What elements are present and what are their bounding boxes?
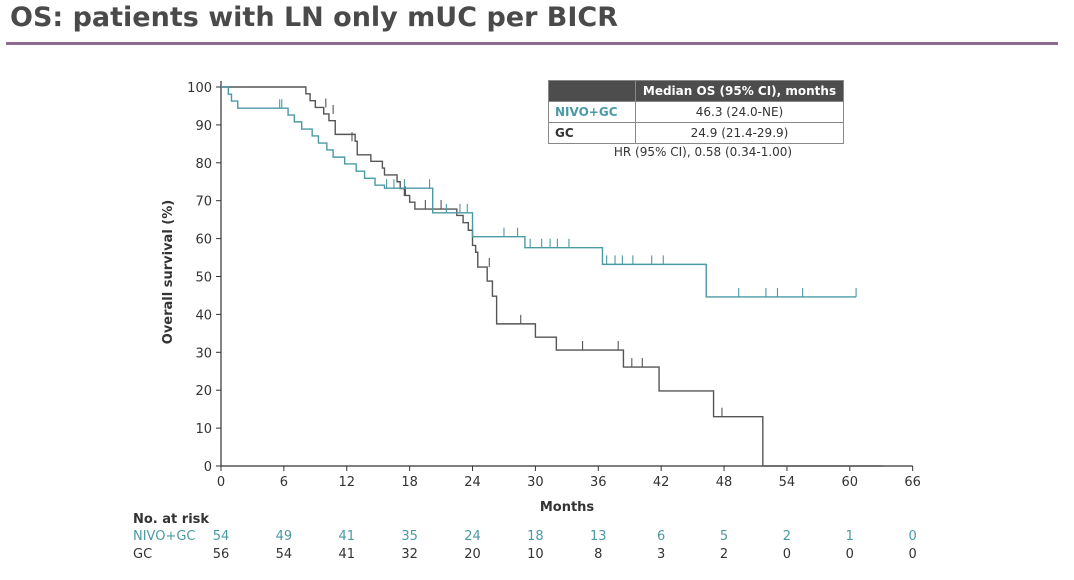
median-arm-gc: GC bbox=[548, 122, 636, 144]
risk-count: 54 bbox=[275, 547, 293, 562]
median-arm-nivo: NIVO+GC bbox=[548, 101, 636, 123]
x-tick-label: 24 bbox=[464, 475, 481, 490]
risk-count: 54 bbox=[212, 529, 230, 544]
risk-count: 2 bbox=[719, 547, 729, 562]
risk-arm-label: GC bbox=[133, 547, 153, 562]
y-tick-label: 10 bbox=[195, 422, 212, 437]
risk-count: 1 bbox=[845, 529, 854, 544]
chart-curves bbox=[221, 86, 884, 467]
risk-count: 18 bbox=[527, 529, 544, 544]
risk-count: 20 bbox=[464, 547, 481, 562]
y-tick-label: 70 bbox=[195, 195, 212, 210]
y-tick-label: 90 bbox=[195, 119, 212, 134]
risk-arm-label: NIVO+GC bbox=[133, 529, 196, 544]
x-tick-label: 54 bbox=[779, 475, 796, 490]
x-tick-label: 12 bbox=[338, 475, 355, 490]
y-axis-title: Overall survival (%) bbox=[161, 200, 176, 344]
risk-count: 0 bbox=[908, 529, 917, 544]
risk-count: 10 bbox=[527, 547, 544, 562]
x-tick-label: 66 bbox=[904, 475, 921, 490]
median-table-header: Median OS (95% CI), months bbox=[635, 80, 844, 102]
title-underline bbox=[6, 42, 1058, 45]
x-tick-label: 48 bbox=[716, 475, 733, 490]
risk-count: 0 bbox=[845, 547, 854, 562]
risk-count: 6 bbox=[657, 529, 666, 544]
y-tick-label: 100 bbox=[187, 81, 212, 96]
risk-count: 49 bbox=[275, 529, 293, 544]
y-tick-label: 20 bbox=[195, 384, 212, 399]
risk-count: 13 bbox=[589, 529, 607, 544]
x-tick-label: 60 bbox=[842, 475, 859, 490]
x-tick-label: 0 bbox=[217, 475, 225, 490]
risk-count: 24 bbox=[464, 529, 481, 544]
page-title: OS: patients with LN only mUC per BICR bbox=[10, 2, 619, 33]
y-tick-label: 60 bbox=[195, 233, 212, 248]
risk-count: 56 bbox=[212, 547, 230, 562]
y-tick-label: 0 bbox=[204, 460, 212, 475]
risk-count: 41 bbox=[338, 547, 356, 562]
risk-table-title: No. at risk bbox=[133, 512, 210, 527]
median-table-row-gc: GC 24.9 (21.4-29.9) bbox=[548, 122, 844, 144]
km-curve-gc bbox=[221, 86, 884, 467]
median-table-corner bbox=[548, 80, 636, 102]
median-os-table: Median OS (95% CI), months NIVO+GC 46.3 … bbox=[548, 80, 844, 144]
risk-count: 35 bbox=[401, 529, 418, 544]
risk-count: 5 bbox=[719, 529, 729, 544]
y-tick-label: 40 bbox=[195, 308, 212, 323]
median-value-gc: 24.9 (21.4-29.9) bbox=[635, 122, 844, 144]
y-tick-label: 30 bbox=[195, 346, 212, 361]
risk-count: 41 bbox=[338, 529, 356, 544]
median-value-nivo: 46.3 (24.0-NE) bbox=[635, 101, 844, 123]
y-tick-label: 50 bbox=[195, 271, 212, 286]
x-tick-label: 42 bbox=[653, 475, 670, 490]
x-tick-label: 30 bbox=[527, 475, 544, 490]
median-table-row-nivo: NIVO+GC 46.3 (24.0-NE) bbox=[548, 101, 844, 123]
risk-count: 8 bbox=[594, 547, 603, 562]
risk-count: 3 bbox=[657, 547, 666, 562]
risk-count: 2 bbox=[782, 529, 792, 544]
risk-count: 32 bbox=[401, 547, 418, 562]
risk-count: 0 bbox=[908, 547, 917, 562]
hazard-ratio-text: HR (95% CI), 0.58 (0.34-1.00) bbox=[613, 145, 793, 159]
y-tick-label: 80 bbox=[195, 157, 212, 172]
x-axis-title: Months bbox=[540, 500, 595, 515]
x-tick-label: 36 bbox=[590, 475, 607, 490]
x-tick-label: 18 bbox=[401, 475, 418, 490]
risk-count: 0 bbox=[782, 547, 792, 562]
x-tick-label: 6 bbox=[280, 475, 288, 490]
